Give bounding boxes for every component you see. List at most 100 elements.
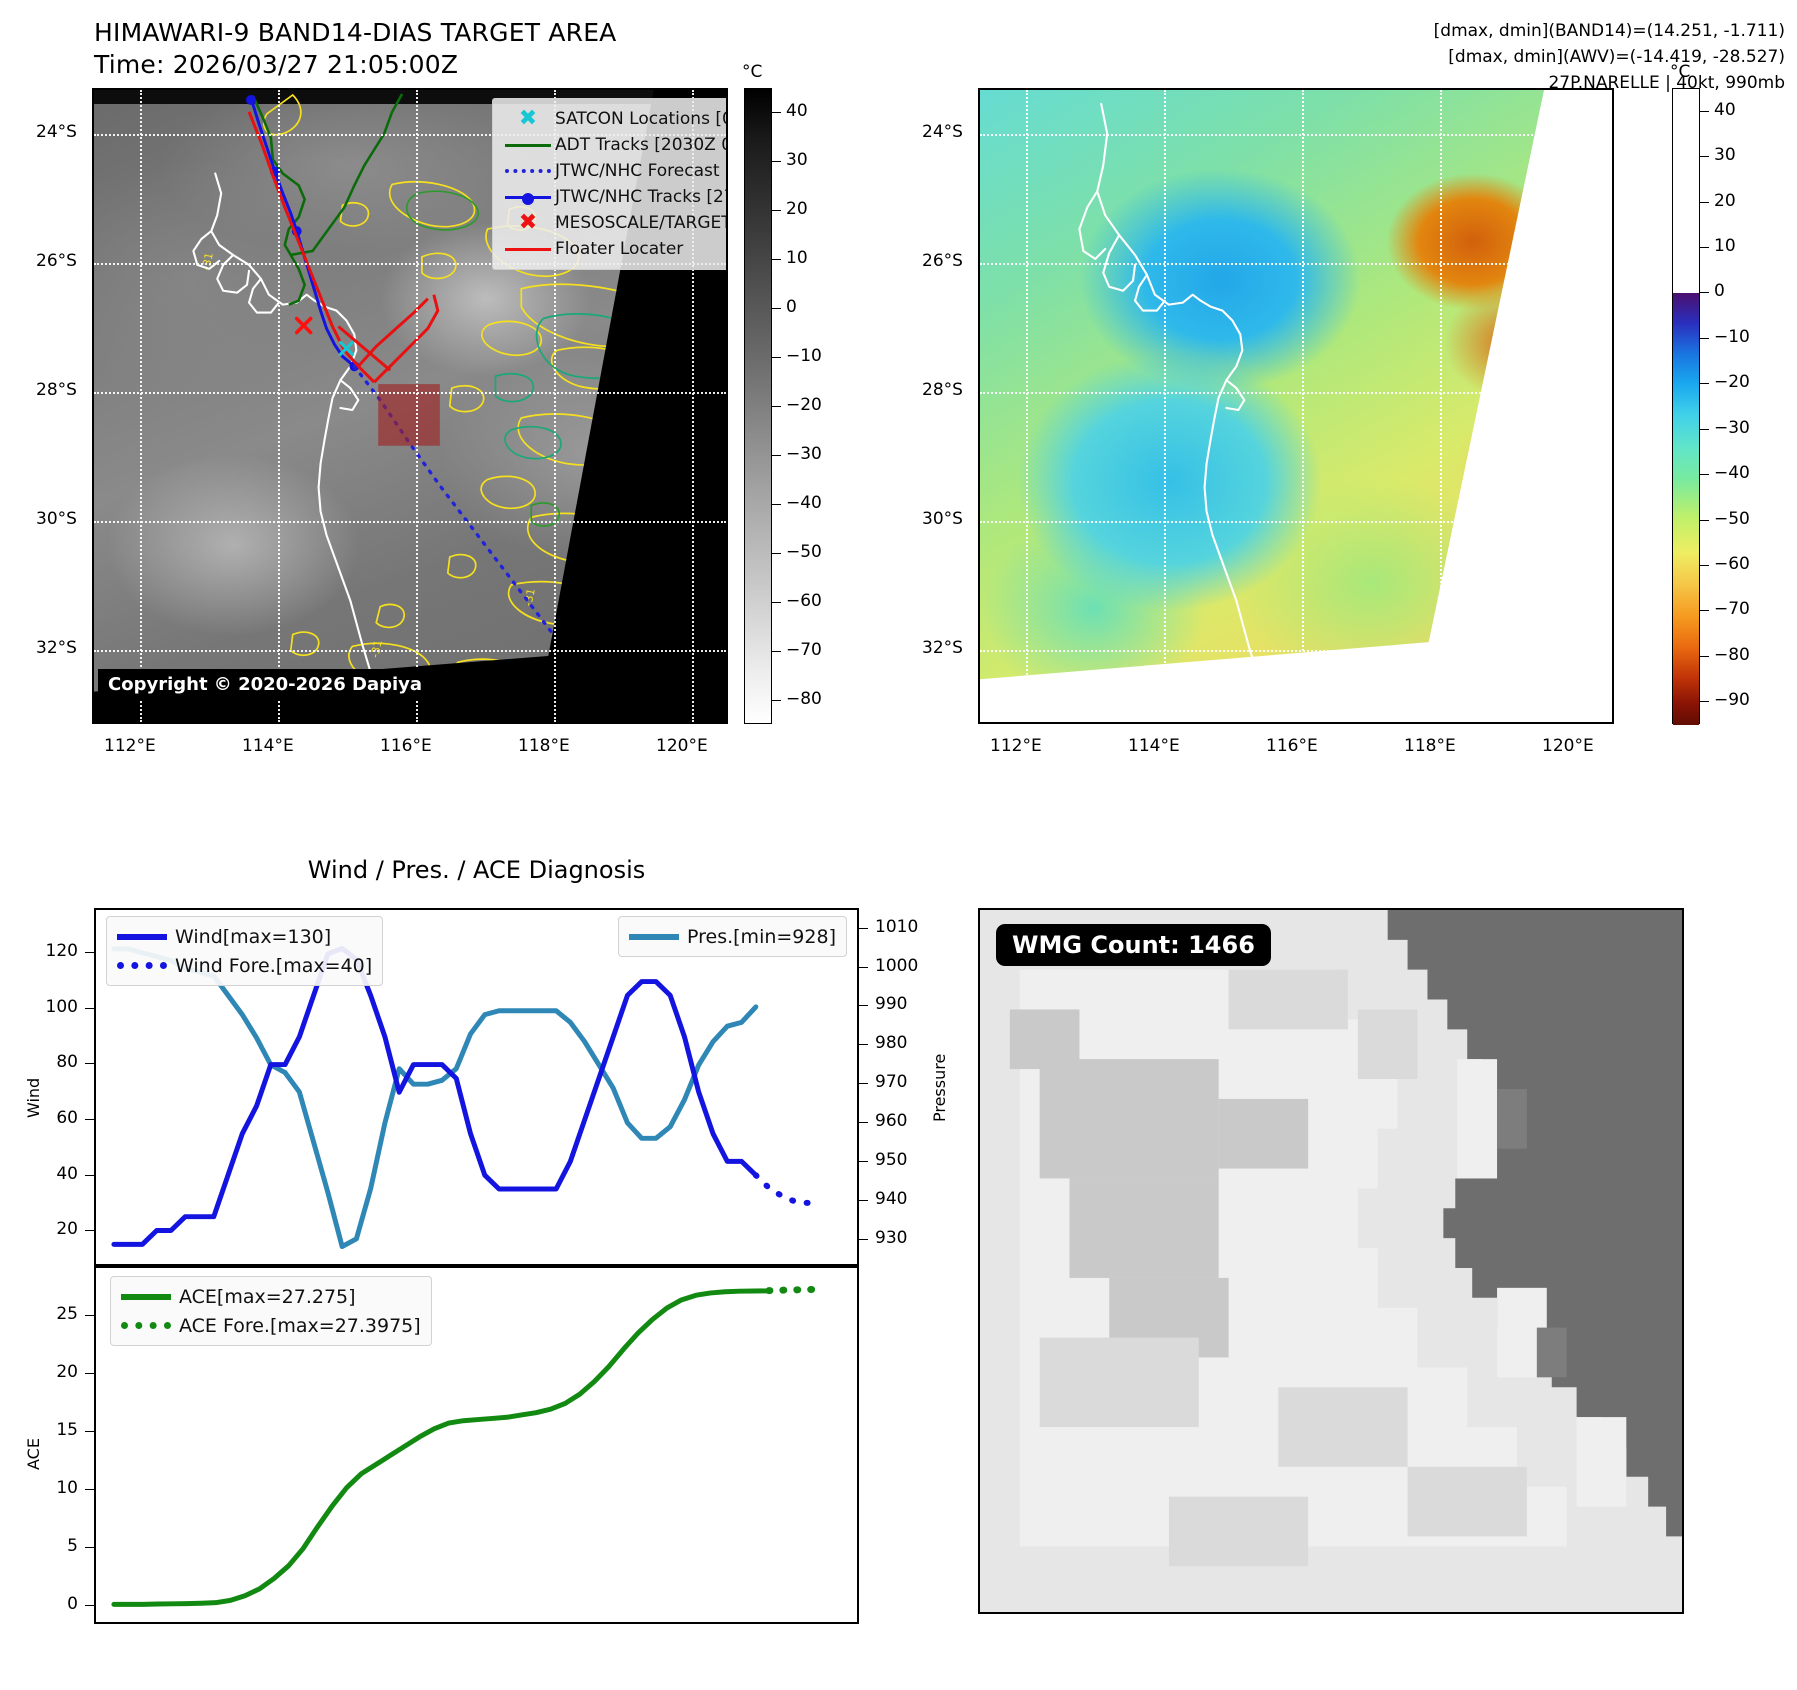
ir-lat-tick-3: 30°S: [36, 509, 77, 529]
colorbar-tickmark: [772, 601, 781, 603]
axis-tickmark: [85, 1604, 94, 1606]
wind-pressure-chart[interactable]: Wind[max=130] Wind Fore.[max=40] Pres.[m…: [94, 908, 859, 1266]
awv-lon-tick-2: 116°E: [1266, 736, 1318, 756]
colorbar-ticklabel: 0: [1714, 281, 1725, 302]
colorbar-tickmark: [772, 503, 781, 505]
ir-lon-tick-3: 118°E: [518, 736, 570, 756]
axis-ticklabel: 1010: [875, 916, 919, 937]
forecast-dotted-icon: [501, 169, 555, 173]
pressure-axis-label: Pressure: [930, 1053, 949, 1122]
ace-axis-label: ACE: [24, 1438, 43, 1470]
legend-label: ACE[max=27.275]: [179, 1285, 356, 1308]
axis-tickmark: [85, 1488, 94, 1490]
ir-lon-tick-4: 120°E: [656, 736, 708, 756]
adt-line-icon: [501, 143, 555, 147]
axis-tickmark: [85, 1230, 94, 1232]
colorbar-tickmark: [1700, 247, 1709, 248]
colorbar-tickmark: [1700, 610, 1709, 612]
airmass-water-vapor-map[interactable]: [978, 88, 1614, 724]
charts-title: Wind / Pres. / ACE Diagnosis: [307, 856, 646, 884]
colorbar-ticklabel: −50: [786, 541, 822, 562]
legend-item-satcon[interactable]: ✖ SATCON Locations [0130Z 105 946]: [501, 106, 726, 132]
axis-ticklabel: 0: [67, 1593, 78, 1614]
legend-item-adt-tracks[interactable]: ADT Tracks [2030Z 0.0 0.0]: [501, 132, 726, 158]
colorbar-tickmark: [1700, 110, 1709, 112]
legend-item-wind[interactable]: Wind[max=130]: [117, 922, 372, 951]
awv-lon-tick-4: 120°E: [1542, 736, 1594, 756]
track-line-icon: [501, 192, 555, 205]
legend-item-wind-forecast[interactable]: Wind Fore.[max=40]: [117, 951, 372, 980]
axis-ticklabel: 60: [56, 1107, 78, 1128]
legend-label: Pres.[min=928]: [687, 925, 836, 948]
axis-ticklabel: 1000: [875, 955, 919, 976]
legend-item-mesoscale-target[interactable]: ✖ MESOSCALE/TARGET Location: [501, 210, 726, 236]
legend-item-ace[interactable]: ACE[max=27.275]: [121, 1282, 421, 1311]
wmg-cloud-cluster-panel[interactable]: WMG Count: 1466: [978, 908, 1684, 1614]
pressure-line-icon: [629, 933, 687, 940]
colorbar-tickmark: [772, 112, 781, 114]
awv-lat-tick-0: 24°S: [922, 122, 963, 142]
axis-tickmark: [85, 1063, 94, 1065]
awv-coastline: [1078, 102, 1272, 722]
ir-legend[interactable]: ✖ SATCON Locations [0130Z 105 946] ADT T…: [492, 98, 726, 270]
legend-item-floater-locater[interactable]: Floater Locater: [501, 236, 726, 262]
colorbar-tickmark: [772, 552, 781, 554]
legend-item-jtwc-tracks[interactable]: JTWC/NHC Tracks [27/1800Z]: [501, 184, 726, 210]
colorbar-tickmark: [1700, 156, 1709, 158]
page-time: Time: 2026/03/27 21:05:00Z: [94, 50, 459, 79]
awv-lat-tick-3: 30°S: [922, 509, 963, 529]
awv-lon-tick-1: 114°E: [1128, 736, 1180, 756]
ace-line-icon: [121, 1293, 179, 1300]
axis-tickmark: [85, 1174, 94, 1176]
colorbar-tickmark: [1700, 655, 1709, 657]
ir-storm-tracks: [246, 93, 623, 722]
ace-legend[interactable]: ACE[max=27.275] ACE Fore.[max=27.3975]: [110, 1276, 432, 1346]
colorbar-right-gradient: [1673, 293, 1699, 725]
ir-lat-tick-4: 32°S: [36, 638, 77, 658]
ir-lat-tick-2: 28°S: [36, 380, 77, 400]
legend-label: JTWC/NHC Forecast [27/1800Z]: [555, 161, 726, 181]
axis-tickmark: [859, 966, 868, 968]
colorbar-ticklabel: −80: [1714, 644, 1750, 665]
header-stats: [dmax, dmin](BAND14)=(14.251, -1.711) [d…: [1085, 18, 1785, 96]
colorbar-tickmark: [772, 161, 781, 163]
axis-tickmark: [85, 1373, 94, 1375]
legend-item-ace-forecast[interactable]: ACE Fore.[max=27.3975]: [121, 1311, 421, 1340]
colorbar-ticklabel: −70: [786, 639, 822, 660]
axis-tickmark: [859, 1121, 868, 1123]
colorbar-right-unit: °C: [1670, 62, 1691, 82]
colorbar-tickmark: [1700, 383, 1709, 385]
axis-ticklabel: 940: [875, 1188, 908, 1209]
legend-label: Wind Fore.[max=40]: [175, 954, 373, 977]
colorbar-ticklabel: −30: [786, 443, 822, 464]
axis-ticklabel: 120: [45, 941, 78, 962]
svg-text:-31: -31: [521, 587, 537, 607]
colorbar-ticklabel: −30: [1714, 417, 1750, 438]
copyright-notice: Copyright © 2020-2026 Dapiya: [98, 669, 433, 700]
colorbar-ticklabel: −70: [1714, 599, 1750, 620]
colorbar-ticklabel: 20: [1714, 190, 1736, 211]
axis-ticklabel: 980: [875, 1033, 908, 1054]
legend-item-pressure[interactable]: Pres.[min=928]: [629, 922, 836, 951]
ace-chart[interactable]: ACE[max=27.275] ACE Fore.[max=27.3975]: [94, 1266, 859, 1624]
colorbar-ticklabel: 10: [1714, 236, 1736, 256]
colorbar-tickmark: [1700, 519, 1709, 521]
colorbar-ticklabel: −20: [1714, 372, 1750, 393]
ace-plot: [111, 1286, 817, 1607]
infrared-band14-map[interactable]: -31 -31 -31 -31: [92, 88, 728, 724]
axis-ticklabel: 960: [875, 1110, 908, 1131]
colorbar-tickmark: [772, 210, 781, 212]
colorbar-tickmark: [772, 454, 781, 456]
pressure-legend[interactable]: Pres.[min=928]: [618, 916, 847, 957]
axis-tickmark: [859, 1005, 868, 1007]
legend-label: JTWC/NHC Tracks [27/1800Z]: [555, 187, 726, 207]
wind-legend[interactable]: Wind[max=130] Wind Fore.[max=40]: [106, 916, 384, 986]
colorbar-ticklabel: −60: [1714, 554, 1750, 574]
legend-item-jtwc-forecast[interactable]: JTWC/NHC Forecast [27/1800Z]: [501, 158, 726, 184]
axis-tickmark: [859, 927, 868, 929]
svg-text:-31: -31: [368, 639, 384, 659]
axis-tickmark: [85, 1315, 94, 1317]
colorbar-tickmark: [1700, 292, 1709, 294]
legend-label: ADT Tracks [2030Z 0.0 0.0]: [555, 135, 726, 155]
colorbar-ticklabel: −40: [1714, 463, 1750, 484]
